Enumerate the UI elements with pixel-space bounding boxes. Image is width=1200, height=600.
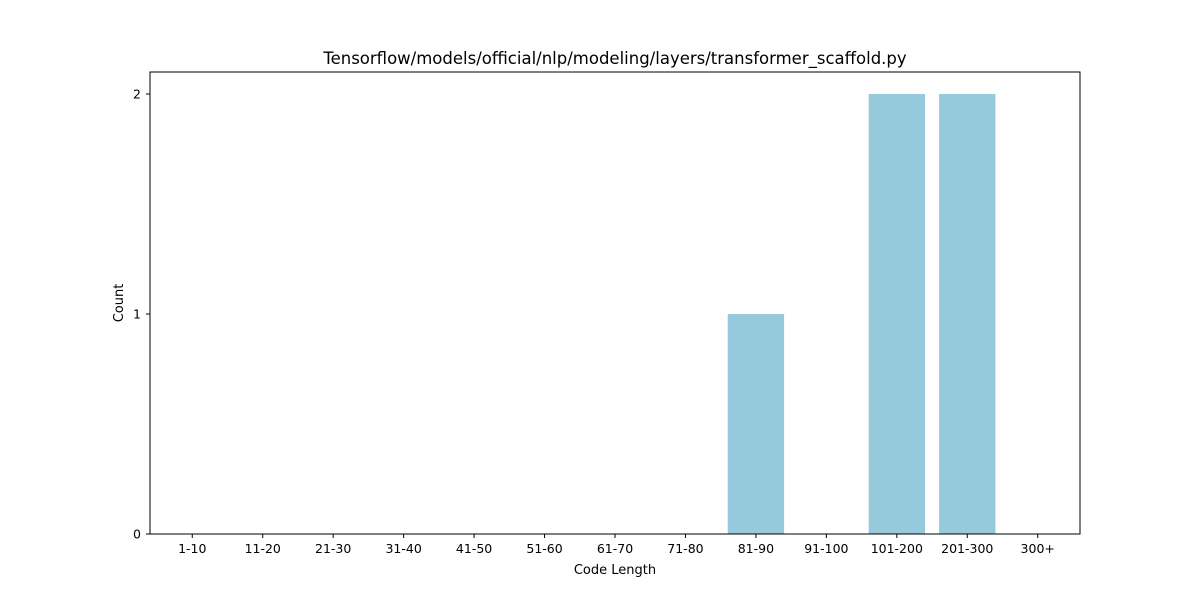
x-axis-label: Code Length (574, 563, 656, 578)
y-axis-ticks: 0 1 2 (133, 87, 150, 542)
y-tick-label: 2 (133, 87, 141, 102)
x-tick-label: 61-70 (597, 541, 633, 556)
bar-201-300 (939, 94, 996, 534)
x-tick-label: 81-90 (738, 541, 774, 556)
x-tick-label: 1-10 (178, 541, 206, 556)
x-tick-label: 51-60 (526, 541, 562, 556)
x-tick-label: 11-20 (245, 541, 281, 556)
y-tick-label: 1 (133, 307, 141, 322)
bars-group (727, 94, 996, 534)
bar-101-200 (868, 94, 925, 534)
y-axis-label: Count (112, 284, 127, 323)
x-axis-ticks: 1-10 11-20 21-30 31-40 41-50 51-60 61-70 71-80 8… (178, 534, 1055, 556)
x-tick-label: 201-300 (941, 541, 993, 556)
x-tick-label: 71-80 (667, 541, 703, 556)
x-tick-label: 21-30 (315, 541, 351, 556)
chart-title: Tensorflow/models/official/nlp/modeling/… (322, 49, 907, 69)
x-tick-label: 41-50 (456, 541, 492, 556)
x-tick-label: 300+ (1021, 541, 1055, 556)
bar-81-90 (727, 314, 785, 534)
x-tick-label: 31-40 (385, 541, 421, 556)
y-tick-label: 0 (133, 527, 141, 542)
x-tick-label: 91-100 (804, 541, 848, 556)
x-tick-label: 101-200 (871, 541, 923, 556)
